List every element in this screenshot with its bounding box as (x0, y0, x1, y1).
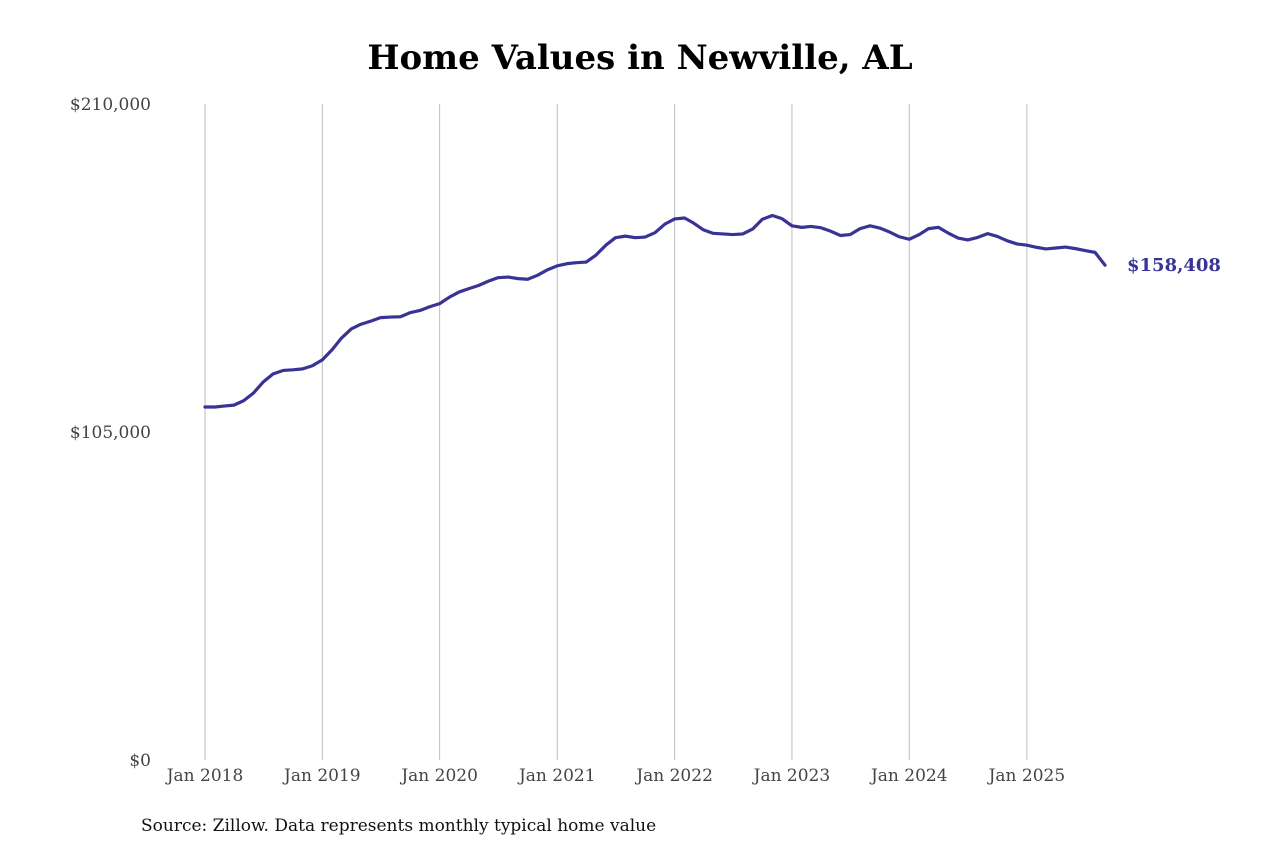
x-tick-label-7: Jan 2025 (987, 766, 1066, 786)
x-tick-label-6: Jan 2024 (869, 766, 948, 786)
x-tick-label-3: Jan 2021 (517, 766, 596, 786)
x-tick-label-2: Jan 2020 (399, 766, 478, 786)
end-value-label: $158,408 (1127, 255, 1221, 276)
y-tick-label-0: $0 (129, 751, 151, 771)
y-tick-label-2: $210,000 (70, 95, 151, 115)
x-tick-label-4: Jan 2022 (634, 766, 713, 786)
x-tick-label-0: Jan 2018 (165, 766, 244, 786)
x-tick-label-1: Jan 2019 (282, 766, 361, 786)
y-axis: $0 $105,000 $210,000 (70, 95, 151, 771)
series-line (205, 216, 1105, 407)
gridlines (205, 104, 1027, 760)
x-tick-label-5: Jan 2023 (752, 766, 831, 786)
y-tick-label-1: $105,000 (70, 423, 151, 443)
series-layer: $158,408 (205, 216, 1221, 407)
chart-source: Source: Zillow. Data represents monthly … (141, 816, 656, 836)
x-axis: Jan 2018 Jan 2019 Jan 2020 Jan 2021 Jan 2022… (165, 766, 1065, 786)
